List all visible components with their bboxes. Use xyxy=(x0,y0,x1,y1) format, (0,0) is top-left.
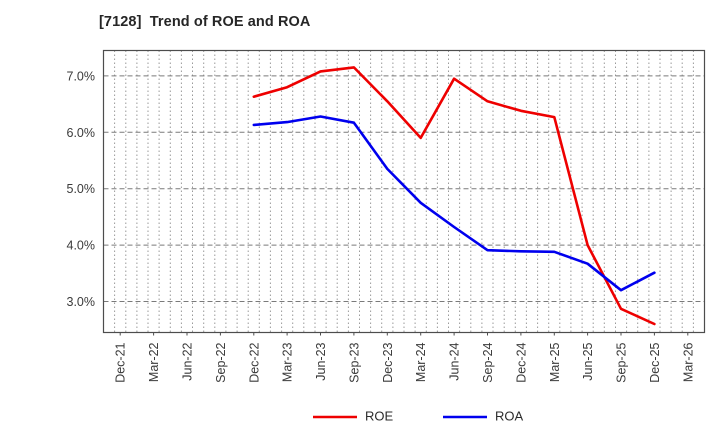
x-tick-label: Jun-25 xyxy=(581,342,595,380)
x-tick-label: Sep-22 xyxy=(214,342,228,382)
y-tick-label: 5.0% xyxy=(67,182,96,196)
x-tick-label: Sep-25 xyxy=(615,342,629,382)
x-tick-label: Dec-25 xyxy=(648,342,662,382)
legend-label-roe: ROE xyxy=(365,408,394,423)
chart-legend: ROE ROA xyxy=(313,408,524,423)
y-tick-label: 4.0% xyxy=(67,239,96,253)
y-tick-label: 6.0% xyxy=(67,126,96,140)
major-gridlines-group xyxy=(103,75,705,302)
x-tick-label: Sep-23 xyxy=(347,342,361,382)
x-tick-label: Mar-23 xyxy=(281,342,295,382)
y-tick-label: 3.0% xyxy=(67,295,96,309)
x-tick-label: Mar-24 xyxy=(414,342,428,382)
x-axis-tick-labels: Dec-21 Mar-22 Jun-22 Sep-22 Dec-22 Mar-23 Jun-… xyxy=(114,332,695,383)
x-tick-label: Dec-24 xyxy=(514,342,528,382)
x-tick-label: Dec-21 xyxy=(114,342,128,382)
x-tick-label: Mar-25 xyxy=(548,342,562,382)
y-tick-label: 7.0% xyxy=(67,69,96,83)
x-tick-label: Jun-23 xyxy=(314,342,328,380)
minor-gridlines-group xyxy=(114,50,694,333)
y-axis-tick-labels: 3.0% 4.0% 5.0% 6.0% 7.0% xyxy=(67,69,96,309)
x-tick-label: Mar-26 xyxy=(681,342,695,382)
x-tick-label: Sep-24 xyxy=(481,342,495,382)
x-tick-label: Dec-22 xyxy=(247,342,261,382)
x-tick-label: Jun-24 xyxy=(448,342,462,380)
plot-frame xyxy=(102,49,706,334)
x-tick-label: Jun-22 xyxy=(181,342,195,380)
series-line-roe xyxy=(252,66,656,326)
series-line-roa xyxy=(252,115,656,292)
data-series-group xyxy=(252,66,656,326)
chart-title: [7128] Trend of ROE and ROA xyxy=(99,14,311,30)
legend-label-roa: ROA xyxy=(495,408,524,423)
x-tick-label: Dec-23 xyxy=(381,342,395,382)
x-tick-label: Mar-22 xyxy=(147,342,161,382)
